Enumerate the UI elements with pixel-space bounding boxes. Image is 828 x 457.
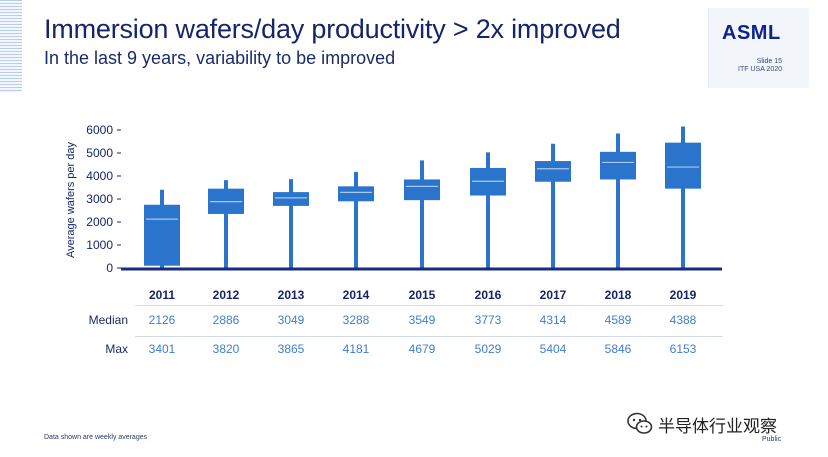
decorative-stripes	[0, 0, 22, 92]
max-cell: 4679	[408, 342, 436, 356]
median-cell: 3049	[277, 313, 305, 327]
year-header: 2011	[148, 288, 176, 302]
median-cell: 3549	[408, 313, 436, 327]
slide-title: Immersion wafers/day productivity > 2x i…	[44, 14, 621, 44]
max-cell: 3401	[148, 342, 176, 356]
max-cell: 5846	[604, 342, 632, 356]
year-header: 2012	[212, 288, 240, 302]
wechat-icon	[627, 412, 653, 434]
y-tick-label: 3000	[86, 192, 113, 206]
slide-number: Slide 15	[756, 58, 782, 65]
asml-logo: ASML	[722, 22, 781, 44]
max-cell: 5029	[474, 342, 502, 356]
max-cell: 6153	[669, 342, 697, 356]
box	[665, 142, 701, 189]
year-header: 2015	[408, 288, 436, 302]
max-cell: 4181	[342, 342, 370, 356]
table-divider	[135, 305, 723, 306]
box	[535, 161, 571, 182]
box	[600, 151, 636, 180]
median-row-label: Median	[88, 313, 128, 327]
max-cell: 5404	[539, 342, 567, 356]
year-header: 2016	[474, 288, 502, 302]
year-header: 2013	[277, 288, 305, 302]
median-cell: 2126	[148, 313, 176, 327]
footnote: Data shown are weekly averages	[44, 434, 148, 441]
year-header: 2018	[604, 288, 632, 302]
median-cell: 3288	[342, 313, 370, 327]
median-cell: 3773	[474, 313, 502, 327]
median-cell: 4314	[539, 313, 567, 327]
box	[144, 204, 180, 266]
median-cell: 4388	[669, 313, 697, 327]
y-tick-label: 5000	[86, 146, 113, 160]
table-divider	[135, 336, 723, 337]
max-cell: 3865	[277, 342, 305, 356]
event-label: ITF USA 2020	[738, 66, 782, 73]
year-header: 2017	[539, 288, 567, 302]
slide-subtitle: In the last 9 years, variability to be i…	[44, 48, 396, 68]
y-axis-title: Average wafers per day	[65, 142, 77, 258]
y-tick-label: 0	[106, 261, 113, 275]
boxplot-chart: 0 1000 2000 3000 4000 5000 6000 Average wafers …	[65, 123, 722, 275]
watermark-text: 半导体行业观察	[658, 416, 777, 436]
y-tick-label: 6000	[86, 123, 113, 137]
max-cell: 3820	[212, 342, 240, 356]
max-row-label: Max	[105, 342, 128, 356]
y-tick-label: 1000	[86, 238, 113, 252]
year-header: 2014	[342, 288, 370, 302]
median-cell: 4589	[604, 313, 632, 327]
box	[338, 186, 374, 202]
year-header: 2019	[669, 288, 697, 302]
y-tick-label: 4000	[86, 169, 113, 183]
watermark: 半导体行业观察	[626, 410, 777, 438]
classification-label: Public	[762, 436, 782, 443]
y-tick-label: 2000	[86, 215, 113, 229]
median-cell: 2886	[212, 313, 240, 327]
box	[273, 192, 309, 206]
logo-panel	[708, 8, 809, 88]
box	[404, 179, 440, 201]
